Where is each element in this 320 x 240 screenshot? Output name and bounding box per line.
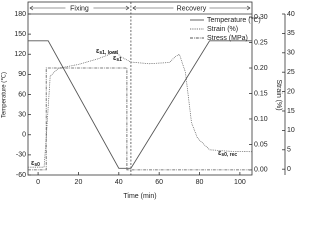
y3-tick-label: 0.05 xyxy=(254,141,268,148)
annotation: εs0, rec xyxy=(218,150,237,158)
y-tick-label: -30 xyxy=(16,152,26,159)
annotation-subscript: s1, load xyxy=(99,50,118,56)
x-tick-label: 100 xyxy=(234,179,246,186)
annotation-symbol: ε xyxy=(113,55,117,62)
x-tick-label: 80 xyxy=(196,179,204,186)
plot-frame xyxy=(27,1,253,176)
y2-tick-label: 30 xyxy=(287,50,295,57)
y3-tick-label: 0.25 xyxy=(254,39,268,46)
x-axis-label: Time (min) xyxy=(123,193,156,200)
phase-label: Recovery xyxy=(177,5,207,12)
legend-label: Temperature (℃) xyxy=(207,17,261,24)
y3-tick-label: 0.00 xyxy=(254,167,268,174)
annotation-subscript: s0 xyxy=(34,162,40,168)
x-tick-label: 20 xyxy=(75,179,83,186)
series-line xyxy=(28,67,252,171)
y2-tick-label: 0 xyxy=(287,166,291,173)
series-line xyxy=(28,40,252,169)
y-tick-label: 90 xyxy=(18,71,26,78)
phase-arrow xyxy=(93,5,130,11)
y3-tick-label: 0.15 xyxy=(254,90,268,97)
y2-tick-label: 35 xyxy=(287,30,295,37)
annotation-subscript: s0, rec xyxy=(221,152,237,158)
annotation-symbol: ε xyxy=(31,160,35,167)
y2-tick-label: 40 xyxy=(287,11,295,18)
phase-arrow xyxy=(29,5,66,11)
y-tick-label: 0 xyxy=(22,132,26,139)
annotation-symbol: ε xyxy=(96,48,100,55)
phase-arrow xyxy=(209,5,251,11)
annotation: εs1 xyxy=(113,55,122,63)
chart: Time (min) Temperature (℃) Strain (%) Fi… xyxy=(2,1,295,200)
y-tick-label: 30 xyxy=(18,111,26,118)
legend-label: Strain (%) xyxy=(207,26,238,33)
y-tick-label: 180 xyxy=(14,11,26,18)
y3-tick-label: 0.20 xyxy=(254,65,268,72)
y-tick-label: 150 xyxy=(14,31,26,38)
y-axis-label: Temperature (℃) xyxy=(2,72,8,118)
annotation: εs1, load xyxy=(96,48,118,56)
phase-arrow xyxy=(132,5,174,11)
y2-axis-label: Strain (%) xyxy=(275,79,282,110)
phase-label: Fixing xyxy=(70,5,89,12)
y-tick-label: -60 xyxy=(16,172,26,179)
y2-tick-label: 25 xyxy=(287,69,295,76)
y-tick-label: 60 xyxy=(18,91,26,98)
y3-tick-label: 0.10 xyxy=(254,116,268,123)
y2-tick-label: 15 xyxy=(287,108,295,115)
x-tick-label: 0 xyxy=(36,179,40,186)
x-tick-label: 60 xyxy=(155,179,163,186)
y3-tick-label: 0.30 xyxy=(254,14,268,21)
annotation-subscript: s1 xyxy=(116,57,122,63)
annotation: εs0 xyxy=(31,160,40,168)
y2-tick-label: 20 xyxy=(287,88,295,95)
annotation-symbol: ε xyxy=(218,150,222,157)
x-tick-label: 40 xyxy=(115,179,123,186)
legend-label: Stress (MPa) xyxy=(207,35,248,42)
y2-tick-label: 5 xyxy=(287,147,291,154)
y2-tick-label: 10 xyxy=(287,127,295,134)
y-tick-label: 120 xyxy=(14,51,26,58)
